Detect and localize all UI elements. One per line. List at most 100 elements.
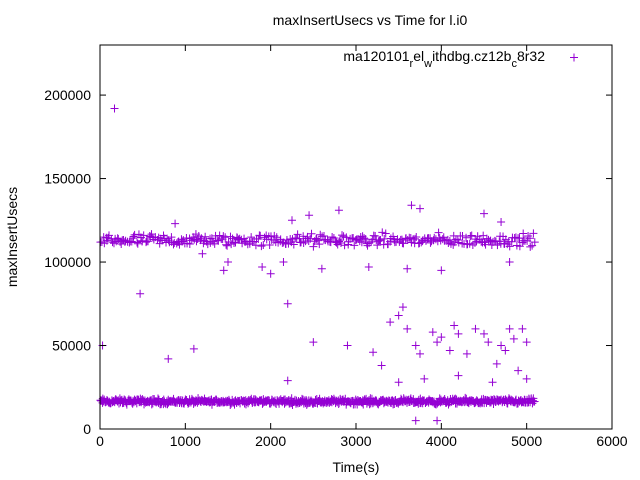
data-point	[335, 237, 344, 246]
x-axis-label: Time(s)	[333, 459, 380, 475]
data-point	[497, 341, 506, 350]
data-point	[350, 241, 359, 250]
x-tick-label: 0	[96, 433, 104, 449]
data-point	[386, 318, 395, 327]
data-point	[293, 230, 302, 239]
data-point	[312, 234, 321, 243]
data-point	[329, 234, 338, 243]
y-tick-label: 100000	[44, 254, 91, 270]
data-point	[288, 216, 296, 225]
data-point	[272, 233, 281, 242]
data-point	[224, 258, 232, 267]
data-point	[522, 338, 531, 347]
data-point	[144, 237, 153, 246]
data-point	[416, 349, 424, 358]
data-point	[399, 239, 408, 248]
axis-ticks: 0 1000 2000 3000 4000 5000 6000 0 50000 100000 150…	[44, 45, 628, 449]
data-point	[130, 230, 139, 239]
data-point	[127, 237, 136, 246]
data-point	[431, 235, 440, 244]
data-point	[378, 228, 387, 237]
x-tick-label: 5000	[511, 433, 542, 449]
data-point	[283, 376, 292, 385]
data-point	[493, 241, 502, 250]
data-point	[433, 416, 442, 425]
data-point	[342, 233, 351, 242]
data-point	[411, 341, 420, 350]
data-point	[530, 238, 539, 247]
data-point	[480, 329, 488, 338]
data-point	[282, 236, 291, 245]
data-point	[226, 232, 235, 241]
data-point	[307, 229, 316, 238]
data-point	[265, 240, 274, 249]
data-point	[314, 236, 323, 245]
data-point	[283, 299, 292, 308]
data-point	[437, 266, 446, 275]
data-point	[360, 234, 369, 243]
data-point	[133, 239, 142, 248]
data-point	[407, 201, 416, 210]
data-point	[515, 234, 524, 243]
data-point	[389, 232, 398, 241]
x-tick-label: 4000	[426, 433, 457, 449]
data-point	[369, 348, 378, 357]
data-point	[505, 242, 514, 251]
data-point	[518, 324, 527, 333]
data-point	[477, 237, 486, 246]
data-point	[320, 231, 329, 240]
data-point	[461, 393, 470, 402]
data-point	[480, 209, 488, 218]
data-point	[454, 371, 463, 380]
data-point	[529, 229, 538, 238]
data-point	[381, 229, 390, 238]
data-point	[416, 204, 424, 213]
data-point	[398, 303, 407, 312]
data-point	[257, 242, 266, 251]
data-point	[428, 328, 437, 337]
data-point	[462, 349, 471, 358]
data-point	[361, 235, 370, 244]
data-point	[328, 232, 337, 241]
data-point	[171, 219, 180, 228]
data-point	[129, 232, 138, 241]
data-point	[317, 264, 326, 273]
data-point	[526, 242, 535, 251]
data-point	[471, 324, 480, 333]
data-point	[221, 233, 230, 242]
data-point	[454, 238, 463, 247]
data-point	[198, 249, 207, 258]
data-point	[450, 321, 459, 330]
data-point	[454, 329, 463, 338]
data-point	[501, 346, 510, 355]
data-points	[96, 104, 539, 425]
data-point	[371, 231, 380, 240]
y-tick-label: 150000	[44, 171, 91, 187]
data-point	[394, 378, 403, 387]
data-point	[121, 236, 130, 245]
data-point	[338, 231, 347, 240]
data-point	[185, 240, 194, 249]
data-point	[403, 264, 412, 273]
data-point	[407, 238, 416, 247]
data-point	[251, 241, 260, 250]
data-point	[223, 241, 232, 250]
data-point	[355, 237, 364, 246]
data-point	[343, 341, 352, 350]
data-point	[484, 338, 493, 347]
data-point	[509, 334, 518, 343]
data-point	[434, 228, 443, 237]
data-point	[115, 394, 124, 403]
data-point	[473, 232, 482, 241]
data-point	[490, 236, 499, 245]
data-point	[462, 233, 471, 242]
data-point	[133, 238, 142, 247]
y-tick-label: 50000	[52, 338, 91, 354]
data-point	[305, 211, 314, 220]
data-point	[254, 235, 263, 244]
data-point	[410, 234, 419, 243]
data-point	[164, 354, 173, 363]
data-point	[279, 258, 288, 267]
data-point	[437, 333, 446, 342]
